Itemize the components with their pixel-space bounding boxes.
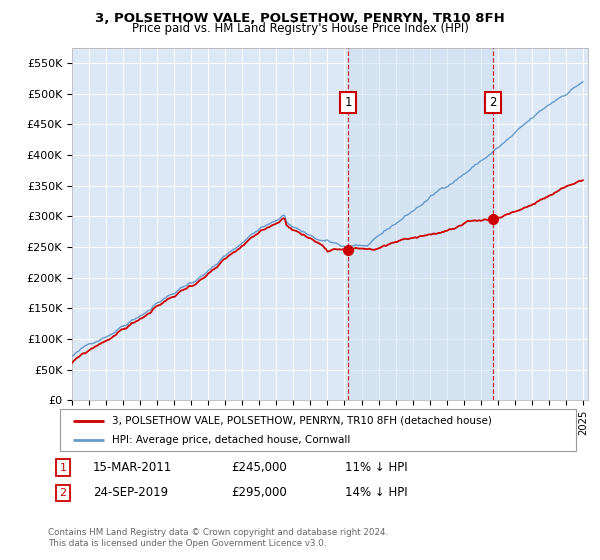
Text: 11% ↓ HPI: 11% ↓ HPI [345,461,407,474]
Text: £295,000: £295,000 [231,486,287,500]
Bar [348,48,493,400]
Text: This data is licensed under the Open Government Licence v3.0.: This data is licensed under the Open Gov… [48,539,326,548]
Text: 1: 1 [344,96,352,109]
Text: £245,000: £245,000 [231,461,287,474]
Text: 2: 2 [59,488,67,498]
Text: Price paid vs. HM Land Registry's House Price Index (HPI): Price paid vs. HM Land Registry's House … [131,22,469,35]
Text: 24-SEP-2019: 24-SEP-2019 [93,486,168,500]
Text: 1: 1 [59,463,67,473]
Text: 3, POLSETHOW VALE, POLSETHOW, PENRYN, TR10 8FH: 3, POLSETHOW VALE, POLSETHOW, PENRYN, TR… [95,12,505,25]
Text: 2: 2 [490,96,497,109]
Text: 14% ↓ HPI: 14% ↓ HPI [345,486,407,500]
Text: HPI: Average price, detached house, Cornwall: HPI: Average price, detached house, Corn… [112,435,350,445]
Text: 15-MAR-2011: 15-MAR-2011 [93,461,172,474]
Text: 3, POLSETHOW VALE, POLSETHOW, PENRYN, TR10 8FH (detached house): 3, POLSETHOW VALE, POLSETHOW, PENRYN, TR… [112,416,491,426]
Text: Contains HM Land Registry data © Crown copyright and database right 2024.: Contains HM Land Registry data © Crown c… [48,528,388,537]
